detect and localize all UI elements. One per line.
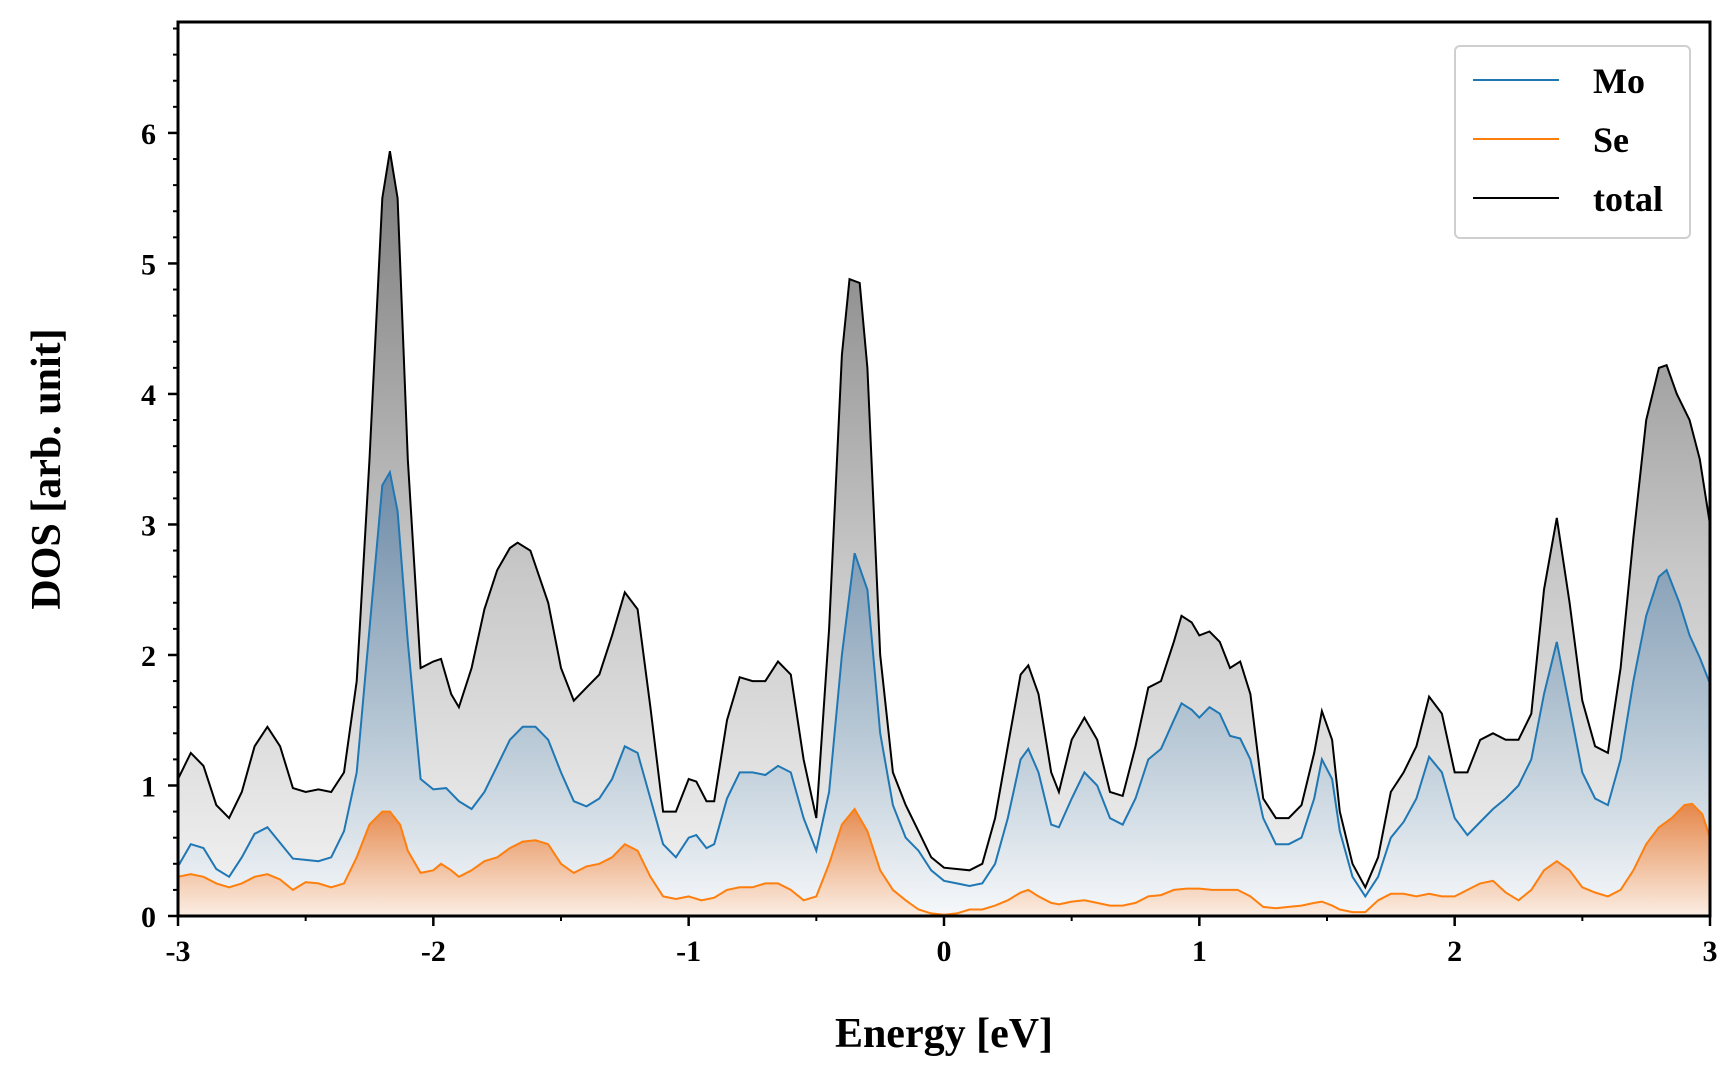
legend-label-se: Se <box>1593 120 1629 160</box>
legend: Mo Se total <box>1454 45 1691 239</box>
total-series-line <box>178 151 1710 890</box>
mo-series-line <box>178 469 1710 899</box>
legend-label-mo: Mo <box>1593 61 1645 101</box>
x-tick-label: -1 <box>676 935 701 968</box>
x-tick-label: -3 <box>166 935 191 968</box>
se-area-fill <box>178 803 1710 916</box>
mo-area-fill <box>178 472 1710 916</box>
x-tick-label: 0 <box>937 935 952 968</box>
x-tick-label: 3 <box>1703 935 1718 968</box>
y-tick-label: 3 <box>141 509 156 542</box>
legend-label-total: total <box>1593 179 1663 219</box>
total-area-fill <box>178 151 1710 916</box>
y-axis-label: DOS [arb. unit] <box>24 328 70 609</box>
x-tick-label: 1 <box>1192 935 1207 968</box>
se-series-line <box>178 802 1710 916</box>
y-tick-label: 6 <box>141 118 156 151</box>
y-tick-label: 2 <box>141 640 156 673</box>
y-axis-ticks: 0 1 2 3 4 5 6 <box>141 27 178 934</box>
y-tick-label: 0 <box>141 901 156 934</box>
y-tick-label: 5 <box>141 248 156 281</box>
x-tick-label: 2 <box>1447 935 1462 968</box>
y-tick-label: 4 <box>141 379 156 412</box>
x-axis-ticks: -3 -2 -1 0 1 2 3 <box>166 916 1718 968</box>
y-tick-label: 1 <box>141 770 156 803</box>
legend-box <box>1454 45 1691 239</box>
x-tick-label: -2 <box>421 935 446 968</box>
x-axis-label: Energy [eV] <box>835 1011 1053 1057</box>
